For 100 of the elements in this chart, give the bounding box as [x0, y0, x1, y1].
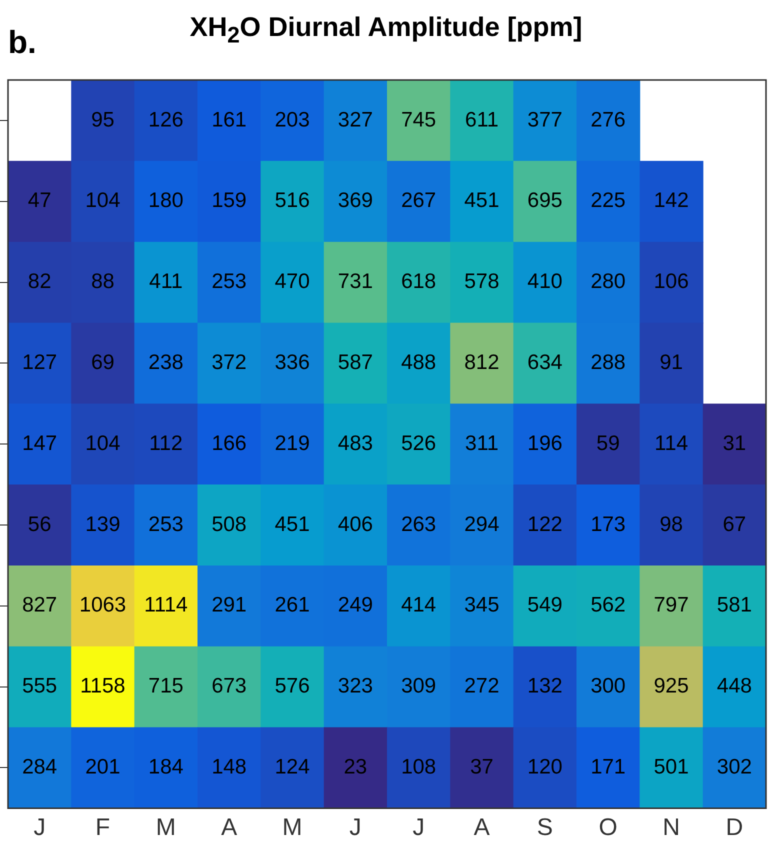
x-tick-label: J — [34, 814, 46, 842]
data-label: 555 — [22, 674, 58, 698]
data-label: 300 — [590, 674, 626, 698]
x-tick-label: J — [349, 814, 362, 842]
data-label: 253 — [212, 270, 247, 294]
data-label: 126 — [148, 108, 184, 132]
data-label: 1114 — [144, 594, 188, 617]
data-label: 122 — [527, 512, 562, 536]
data-label: 827 — [22, 594, 58, 617]
data-label: 483 — [338, 432, 373, 455]
data-label: 272 — [464, 674, 500, 698]
data-label: 37 — [470, 756, 494, 779]
data-label: 56 — [28, 512, 52, 536]
data-label: 508 — [212, 512, 247, 536]
data-label: 611 — [465, 108, 498, 132]
data-label: 261 — [274, 594, 310, 617]
data-label: 219 — [274, 432, 310, 455]
data-label: 23 — [344, 756, 368, 779]
data-label: 448 — [716, 674, 752, 698]
data-label: 488 — [401, 350, 436, 374]
data-label: 451 — [274, 512, 310, 536]
data-label: 276 — [590, 108, 626, 132]
data-label: 88 — [91, 270, 114, 294]
data-label: 327 — [338, 108, 373, 132]
data-label: 302 — [716, 756, 752, 779]
data-label: 581 — [716, 594, 752, 617]
data-label: 171 — [590, 756, 626, 779]
data-label: 161 — [212, 108, 247, 132]
data-label: 576 — [274, 674, 310, 698]
data-label: 311 — [465, 432, 498, 455]
x-tick-label: F — [95, 814, 110, 842]
data-label: 203 — [274, 108, 310, 132]
data-label: 108 — [401, 756, 436, 779]
data-label: 411 — [149, 270, 183, 294]
data-label: 148 — [212, 756, 247, 779]
data-label: 91 — [660, 350, 683, 374]
data-label: 618 — [401, 270, 436, 294]
x-tick-label: M — [156, 814, 176, 842]
data-label: 267 — [401, 189, 436, 212]
data-label: 98 — [660, 512, 683, 536]
data-label: 309 — [401, 674, 436, 698]
data-label: 731 — [338, 270, 373, 294]
data-label: 127 — [22, 350, 58, 374]
data-label: 104 — [85, 189, 121, 212]
data-label: 31 — [722, 432, 746, 455]
data-label: 323 — [338, 674, 373, 698]
data-label: 180 — [148, 189, 184, 212]
data-label: 284 — [22, 756, 58, 779]
data-label: 516 — [274, 189, 310, 212]
data-label: 294 — [464, 512, 500, 536]
data-label: 451 — [464, 189, 500, 212]
data-label: 166 — [212, 432, 247, 455]
data-label: 414 — [401, 594, 436, 617]
data-label: 372 — [212, 350, 247, 374]
data-label: 695 — [527, 189, 562, 212]
data-label: 82 — [28, 270, 52, 294]
data-label: 139 — [85, 512, 120, 536]
x-tick-label: A — [474, 814, 490, 842]
data-label: 797 — [654, 594, 689, 617]
data-label: 112 — [149, 432, 183, 455]
data-label: 120 — [527, 756, 562, 779]
x-tick-label: D — [726, 814, 744, 842]
data-label: 142 — [654, 189, 689, 212]
x-tick-label: O — [598, 814, 618, 842]
data-label: 106 — [654, 270, 689, 294]
data-label: 147 — [22, 432, 58, 455]
data-label: 263 — [401, 512, 436, 536]
data-label: 578 — [464, 270, 500, 294]
data-label: 291 — [212, 594, 247, 617]
data-label: 812 — [464, 350, 500, 374]
data-label: 377 — [527, 108, 562, 132]
data-label: 114 — [654, 432, 688, 455]
data-label: 280 — [590, 270, 626, 294]
data-label: 501 — [654, 756, 689, 779]
data-label: 69 — [91, 350, 114, 374]
data-label: 715 — [148, 674, 184, 698]
data-label: 95 — [91, 108, 114, 132]
data-label: 1158 — [80, 674, 126, 698]
x-tick-label: J — [412, 814, 425, 842]
data-label: 132 — [527, 674, 562, 698]
data-label: 173 — [590, 512, 626, 536]
x-tick-label: S — [536, 814, 553, 842]
data-label: 104 — [85, 432, 121, 455]
data-label: 745 — [401, 108, 436, 132]
data-label: 925 — [654, 674, 689, 698]
text: b. — [8, 24, 36, 61]
data-label: 196 — [527, 432, 562, 455]
data-label: 249 — [338, 594, 373, 617]
data-label: 634 — [527, 350, 563, 374]
data-label: 410 — [527, 270, 562, 294]
data-label: 673 — [212, 674, 247, 698]
data-label: 124 — [274, 756, 310, 779]
data-label: 47 — [28, 189, 52, 212]
data-label: 1063 — [79, 594, 126, 617]
data-label: 67 — [722, 512, 746, 536]
data-label: 336 — [274, 350, 310, 374]
data-label: 406 — [338, 512, 373, 536]
data-label: 184 — [148, 756, 184, 779]
data-label: 159 — [212, 189, 247, 212]
data-label: 562 — [590, 594, 626, 617]
